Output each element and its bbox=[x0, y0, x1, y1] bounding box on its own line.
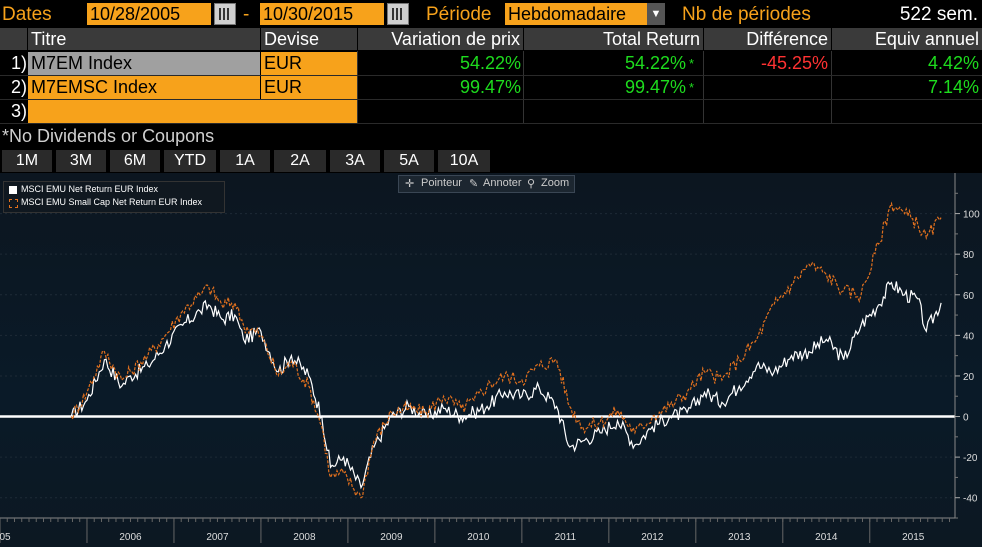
tab-10a[interactable]: 10A bbox=[438, 150, 490, 172]
header-title[interactable]: Titre bbox=[28, 28, 260, 50]
x-tick-label: 2006 bbox=[119, 532, 142, 543]
x-tick-label: 2011 bbox=[555, 532, 577, 543]
empty-title-input[interactable] bbox=[28, 100, 357, 123]
chart-tools: ✛ Pointeur ✎ Annoter ⚲ Zoom bbox=[398, 175, 575, 193]
y-tick-label: 20 bbox=[963, 372, 975, 383]
header-total-return[interactable]: Total Return bbox=[524, 28, 703, 50]
legend-label-2: MSCI EMU Small Cap Net Return EUR Index bbox=[21, 197, 203, 207]
y-tick-label: 100 bbox=[963, 210, 980, 221]
difference-value bbox=[704, 76, 828, 99]
total-return-value: 99.47% bbox=[624, 77, 686, 97]
pointer-tool[interactable]: Pointeur bbox=[421, 177, 462, 189]
x-tick-label: 2014 bbox=[815, 532, 838, 543]
performance-chart[interactable]: -40 -20 0 20 40 60 80 100 05 2006 2007 2008 2009 201… bbox=[0, 173, 982, 547]
period-select[interactable]: Hebdomadaire bbox=[505, 3, 647, 25]
x-tick-label: 2015 bbox=[902, 532, 925, 543]
chart-legend: MSCI EMU Net Return EUR Index MSCI EMU S… bbox=[3, 181, 225, 213]
zoom-tool[interactable]: Zoom bbox=[541, 177, 570, 189]
tab-3m[interactable]: 3M bbox=[56, 150, 106, 172]
legend-swatch-2 bbox=[9, 199, 18, 208]
annual-equiv-value: 4.42% bbox=[927, 53, 979, 73]
tab-1a[interactable]: 1A bbox=[220, 150, 270, 172]
end-date-field[interactable]: 10/30/2015 bbox=[260, 3, 384, 25]
currency-cell[interactable]: EUR bbox=[261, 52, 357, 75]
x-tick-label: 2012 bbox=[641, 532, 664, 543]
security-title[interactable]: M7EMSC Index bbox=[28, 76, 260, 99]
footnote: *No Dividends or Coupons bbox=[2, 126, 215, 146]
tab-6m[interactable]: 6M bbox=[110, 150, 160, 172]
tab-1m[interactable]: 1M bbox=[2, 150, 52, 172]
header-difference[interactable]: Différence bbox=[704, 28, 831, 50]
chevron-down-icon[interactable]: ▼ bbox=[647, 3, 665, 25]
x-tick-label: 2008 bbox=[293, 532, 316, 543]
date-separator: - bbox=[243, 4, 250, 25]
dates-label: Dates bbox=[2, 4, 52, 25]
header-num bbox=[0, 28, 27, 50]
currency-cell[interactable]: EUR bbox=[261, 76, 357, 99]
tab-ytd[interactable]: YTD bbox=[164, 150, 216, 172]
x-tick-label: 2013 bbox=[728, 532, 751, 543]
x-tick-label: 2007 bbox=[206, 532, 229, 543]
annual-equiv-value: 7.14% bbox=[927, 77, 979, 97]
total-return-value: 54.22% bbox=[624, 53, 686, 73]
difference-value: -45.25% bbox=[760, 53, 828, 73]
x-tick-label: 05 bbox=[0, 532, 11, 543]
y-tick-label: 60 bbox=[963, 291, 975, 302]
header-annual-equiv[interactable]: Equiv annuel bbox=[832, 28, 982, 50]
header-price-variation[interactable]: Variation de prix bbox=[358, 28, 523, 50]
row-number: 1) bbox=[10, 53, 27, 73]
series-line-2 bbox=[70, 201, 942, 499]
tab-3a[interactable]: 3A bbox=[330, 150, 380, 172]
end-calendar-icon[interactable] bbox=[387, 3, 409, 25]
y-tick-label: -20 bbox=[963, 453, 978, 464]
price-variation-value: 99.47% bbox=[459, 77, 521, 97]
price-variation-value: 54.22% bbox=[459, 53, 521, 73]
start-calendar-icon[interactable] bbox=[214, 3, 236, 25]
y-tick-label: 40 bbox=[963, 331, 975, 342]
asterisk-marker: * bbox=[689, 56, 695, 71]
row-number: 2) bbox=[10, 77, 27, 97]
legend-label-1: MSCI EMU Net Return EUR Index bbox=[21, 184, 159, 194]
zoom-icon[interactable]: ⚲ bbox=[527, 178, 536, 190]
tab-2a[interactable]: 2A bbox=[274, 150, 326, 172]
y-tick-label: 0 bbox=[963, 413, 969, 424]
annotate-tool[interactable]: Annoter bbox=[483, 177, 522, 189]
tab-5a[interactable]: 5A bbox=[384, 150, 434, 172]
row-number: 3) bbox=[10, 101, 27, 121]
crosshair-icon[interactable]: ✛ bbox=[405, 178, 415, 190]
y-tick-label: -40 bbox=[963, 494, 978, 505]
chart-panel[interactable]: -40 -20 0 20 40 60 80 100 05 2006 2007 2008 2009 201… bbox=[0, 173, 982, 547]
y-tick-label: 80 bbox=[963, 250, 975, 261]
legend-swatch-1 bbox=[9, 186, 17, 194]
start-date-field[interactable]: 10/28/2005 bbox=[87, 3, 211, 25]
security-title[interactable]: M7EM Index bbox=[28, 52, 260, 75]
nb-periods-label: Nb de périodes bbox=[682, 4, 811, 25]
nb-periods-value: 522 sem. bbox=[899, 4, 978, 25]
x-tick-label: 2010 bbox=[467, 532, 490, 543]
header-currency[interactable]: Devise bbox=[261, 28, 357, 50]
period-label: Période bbox=[426, 4, 492, 25]
pencil-icon[interactable]: ✎ bbox=[469, 178, 479, 190]
series-line-1 bbox=[70, 281, 942, 490]
x-tick-label: 2009 bbox=[380, 532, 403, 543]
asterisk-marker: * bbox=[689, 80, 695, 95]
